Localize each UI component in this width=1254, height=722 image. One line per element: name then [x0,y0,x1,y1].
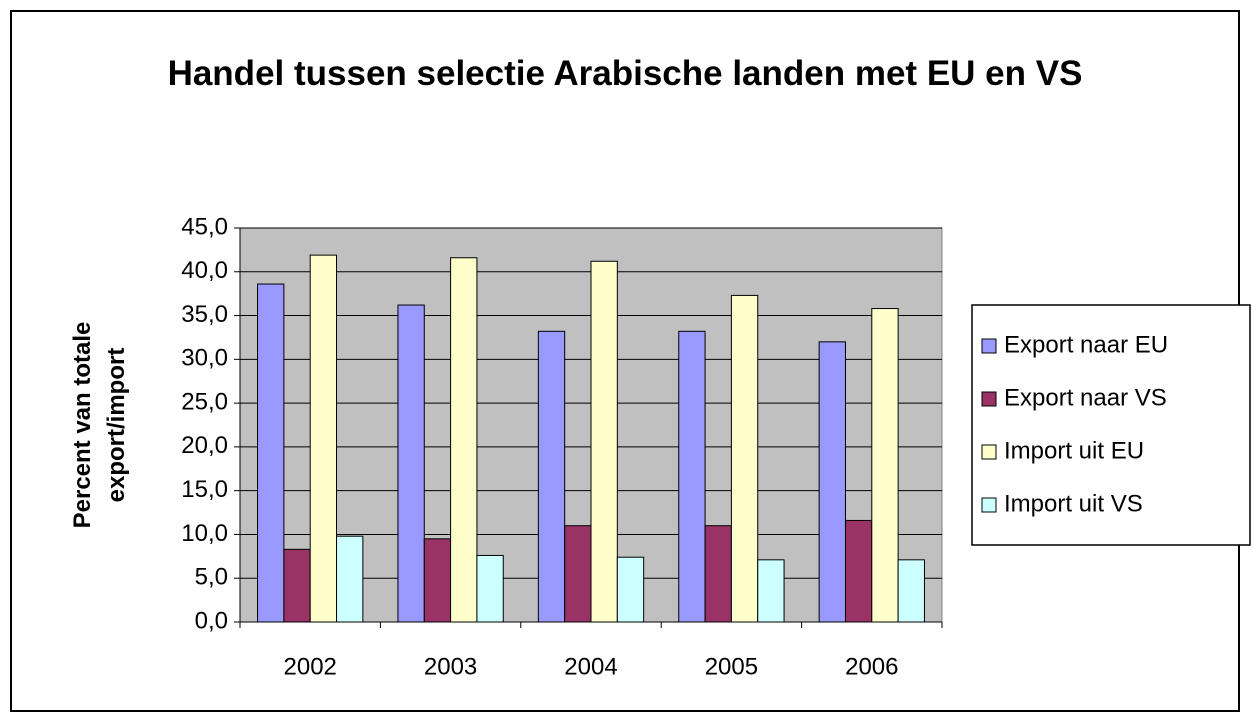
legend-swatch [981,338,997,354]
legend-box [971,304,1251,546]
y-tick-label: 40,0 [181,257,228,284]
bar [730,294,759,623]
x-tick-label: 2004 [564,653,617,680]
y-tick-label: 0,0 [195,607,228,634]
bar [423,538,452,623]
x-tick-label: 2006 [845,653,898,680]
y-tick-label: 25,0 [181,388,228,415]
legend-label: Export naar EU [1004,331,1168,358]
bar [616,556,645,623]
y-tick-label: 45,0 [181,213,228,240]
bar [476,554,504,623]
bar [757,559,785,623]
bar [564,525,592,623]
bar [283,548,311,623]
chart-title: Handel tussen selectie Arabische landen … [167,54,1083,93]
bar [450,257,478,623]
y-tick-label: 15,0 [181,476,228,503]
bar [590,260,618,623]
x-tick-label: 2005 [705,653,758,680]
y-tick-label: 35,0 [181,301,228,328]
bar [336,535,364,623]
bar [704,525,732,623]
bar [818,341,846,623]
y-tick-label: 5,0 [195,564,228,591]
bar [537,330,566,623]
y-tick-label: 10,0 [181,520,228,547]
y-tick-label: 30,0 [181,345,228,372]
bar [844,519,873,623]
bar [257,283,285,623]
bar [871,308,899,623]
legend-swatch [981,444,997,460]
y-tick-label: 20,0 [181,432,228,459]
legend-swatch [981,391,997,407]
bar [309,254,338,623]
bar [397,304,425,623]
bar [678,330,706,623]
bar [897,559,925,623]
legend-label: Export naar VS [1004,384,1167,411]
legend-label: Import uit VS [1004,490,1143,517]
legend-swatch [981,497,997,513]
x-tick-label: 2003 [424,653,477,680]
legend-label: Import uit EU [1004,437,1144,464]
x-tick-label: 2002 [284,653,337,680]
